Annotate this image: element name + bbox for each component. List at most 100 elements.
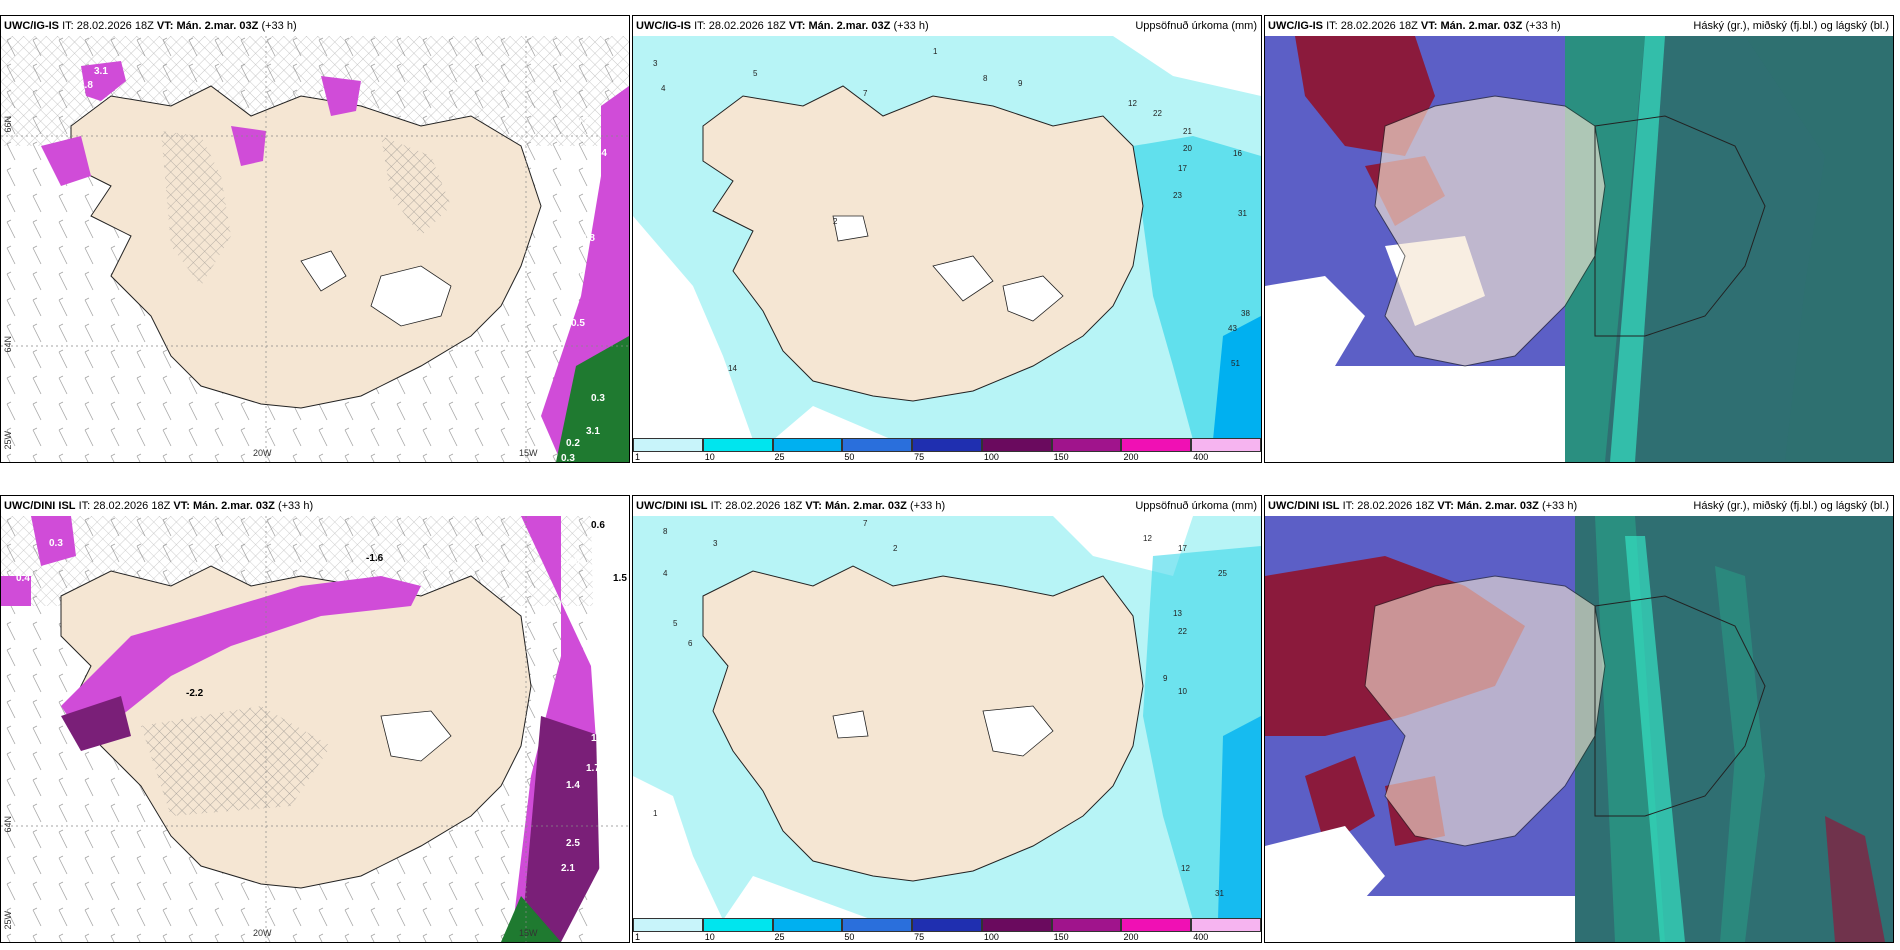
value-label: 43 <box>1228 324 1237 333</box>
panel-title: Háský (gr.), miðský (fj.bl.) og lágský (… <box>1693 500 1889 512</box>
vt-label: VT: <box>805 500 822 512</box>
colorbar-tick-label: 400 <box>1193 932 1209 942</box>
colorbar-tick-label: 100 <box>983 452 999 462</box>
vt-label: VT: <box>173 500 190 512</box>
vt-label: VT: <box>1420 20 1438 32</box>
value-label: 12 <box>1143 534 1152 543</box>
value-label: 3 <box>653 59 658 68</box>
colorbar-swatch <box>772 918 843 932</box>
value-label: 0.6 <box>571 268 585 279</box>
lon-label: 20W <box>253 448 272 458</box>
value-label: 12 <box>1128 99 1137 108</box>
value-label: 14 <box>728 364 737 373</box>
colorbar-swatch <box>981 918 1052 932</box>
panel-title: Uppsöfnuð úrkoma (mm) <box>1135 20 1257 32</box>
lon-label: 15W <box>519 448 538 458</box>
colorbar-tick-label: 50 <box>844 452 855 462</box>
it-label: IT: <box>694 20 706 32</box>
colorbar-swatch <box>912 438 982 452</box>
lat-label: 64N <box>3 816 13 833</box>
panel-title: Uppsöfnuð úrkoma (mm) <box>1135 500 1257 512</box>
surface-map: 3.1 1.8 0.3 1.4 0.6 0.8 0.5 0.3 0.2 0.3 … <box>1 36 629 462</box>
model-name: UWC/DINI ISL <box>636 500 708 512</box>
it-value: 28.02.2026 18Z <box>93 500 171 512</box>
value-label: 4 <box>661 84 666 93</box>
value-label: 1.7 <box>586 763 600 774</box>
panel-bottom-right: UWC/DINI ISL IT: 28.02.2026 18Z VT: Mán.… <box>1264 495 1894 943</box>
colorbar: 1 10 25 50 75 100 150 200 400 <box>633 438 1262 462</box>
vt-value: Mán. 2.mar. 03Z <box>1440 20 1523 32</box>
value-label: 1.5 <box>613 573 627 584</box>
value-label: 4 <box>663 569 668 578</box>
lon-label: 25W <box>3 431 13 450</box>
colorbar-tick-label: 75 <box>914 452 925 462</box>
it-label: IT: <box>1326 20 1338 32</box>
value-label: 8 <box>663 527 668 536</box>
lead-time: (+33 h) <box>277 500 314 512</box>
model-name: UWC/DINI ISL <box>4 500 76 512</box>
value-label: 12 <box>1181 864 1190 873</box>
value-label: 1 <box>933 47 938 56</box>
lon-label: 25W <box>3 911 13 930</box>
value-label: 3 <box>713 539 718 548</box>
value-label: 0.5 <box>426 558 440 569</box>
colorbar-tick-label: 25 <box>774 932 785 942</box>
colorbar-swatch <box>1191 918 1262 932</box>
colorbar-tick-label: 150 <box>1053 452 1069 462</box>
value-label: 31 <box>1215 889 1224 898</box>
panel-header: UWC/IG-IS IT: 28.02.2026 18Z VT: Mán. 2.… <box>1265 16 1893 36</box>
value-label: 0.9 <box>566 556 580 567</box>
lon-label: 20W <box>253 928 272 938</box>
lon-label: 15W <box>519 928 538 938</box>
colorbar-tick-label: 200 <box>1123 452 1139 462</box>
colorbar-tick-label: 1 <box>635 932 641 942</box>
cloud-map <box>1265 36 1893 462</box>
vt-label: VT: <box>788 20 806 32</box>
value-label: 2.5 <box>566 838 580 849</box>
value-label: 2 <box>893 544 898 553</box>
value-label: 2 <box>833 217 838 226</box>
value-label: 1.9 <box>591 733 605 744</box>
colorbar-swatch <box>1191 438 1262 452</box>
panel-bottom-left: UWC/DINI ISL IT: 28.02.2026 18Z VT: Mán.… <box>0 495 630 943</box>
value-label: 5 <box>673 619 678 628</box>
lead-time: (+33 h) <box>893 20 929 32</box>
value-label: 6 <box>688 639 693 648</box>
panel-header: UWC/DINI ISL IT: 28.02.2026 18Z VT: Mán.… <box>1265 496 1893 516</box>
value-label: 0.3 <box>49 538 63 549</box>
vt-value: Mán. 2.mar. 03Z <box>808 20 891 32</box>
vt-value: Mán. 2.mar. 03Z <box>176 20 259 32</box>
precip-map: 8 7 12 17 25 22 13 10 9 31 4 2 1 3 5 6 1… <box>633 516 1261 920</box>
cloud-map <box>1265 516 1893 942</box>
value-label: 7 <box>863 89 868 98</box>
model-name: UWC/IG-IS <box>636 20 691 32</box>
value-label: 1.4 <box>566 780 580 791</box>
value-label: 51 <box>1231 359 1240 368</box>
colorbar-swatch <box>633 438 703 452</box>
value-label: 3.1 <box>94 66 108 77</box>
colorbar-tick-label: 50 <box>844 932 855 942</box>
lat-label: 64N <box>3 336 13 353</box>
it-value: 28.02.2026 18Z <box>708 20 786 32</box>
colorbar-tick-label: 75 <box>914 932 925 942</box>
value-label: 0.4 <box>16 573 30 584</box>
surface-map: 0.3 0.6 0.4 -1.6 0.5 1.5 -2.2 1.9 1.7 1.… <box>1 516 629 942</box>
colorbar-swatch <box>1121 438 1192 452</box>
value-label: 2.1 <box>561 863 575 874</box>
precip-map: 1 2 3 4 5 7 8 9 12 16 17 20 21 22 23 31 … <box>633 36 1261 440</box>
value-label: 0.5 <box>571 318 585 329</box>
vt-value: Mán. 2.mar. 03Z <box>824 500 907 512</box>
value-label: 0.6 <box>591 520 605 531</box>
value-label: 3.1 <box>586 426 600 437</box>
colorbar-swatch <box>1051 438 1122 452</box>
colorbar-tick-label: 1 <box>635 452 641 462</box>
value-label: 1 <box>653 809 658 818</box>
colorbar-swatch <box>702 438 773 452</box>
lead-time: (+33 h) <box>1525 20 1561 32</box>
value-label: 16 <box>1233 149 1242 158</box>
panel-bottom-middle: UWC/DINI ISL IT: 28.02.2026 18Z VT: Mán.… <box>632 495 1262 943</box>
value-label: 5 <box>753 69 758 78</box>
colorbar-swatch <box>1121 918 1192 932</box>
it-label: IT: <box>62 20 74 32</box>
lead-time: (+33 h) <box>261 20 297 32</box>
